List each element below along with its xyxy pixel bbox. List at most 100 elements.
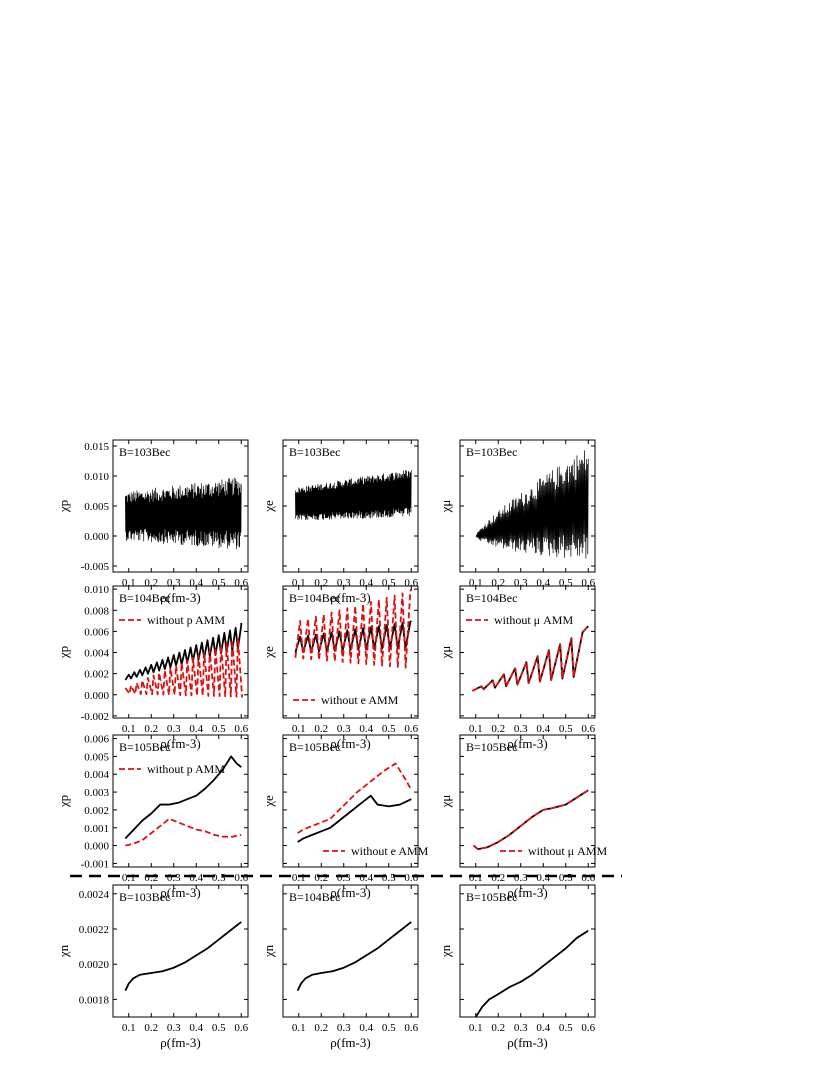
panel-p1: 0.1 0.2 0.3 0.4 0.5 0.6-0.0050.0000.0050.0100… [56,439,249,605]
x-tick-label: 0.6 [404,723,418,735]
x-tick-label: 0.1 [292,872,306,884]
y-tick-label: 0.003 [84,787,109,799]
x-tick-label: 0.2 [144,1022,158,1034]
panel-label: B=104Bec [466,591,517,605]
x-tick-label: 0.2 [314,723,328,735]
y-tick-label: 0.004 [84,648,109,660]
plot-frame [112,585,249,719]
x-tick-label: 0.6 [404,1022,418,1034]
y-axis-label: χn [438,944,453,958]
panel-label: B=103Bec [289,445,340,459]
panel-n1: 0.1 0.2 0.3 0.4 0.5 0.6 0.0018 0.0020 0.0022 0.00… [56,884,249,1050]
x-tick-label: 0.3 [167,1022,181,1034]
plot-frame [459,585,596,719]
y-tick-label: 0.000 [84,690,109,702]
series-m1-0 [475,450,589,559]
series-e2-0 [294,620,412,654]
y-axis-label: χp [56,795,71,808]
y-axis-label: χe [261,500,276,513]
x-tick-label: 0.5 [382,872,396,884]
y-axis-label: χμ [438,646,453,660]
x-tick-label: 0.1 [122,1022,136,1034]
x-tick-label: 0.2 [491,872,505,884]
x-tick-label: 0.2 [491,1022,505,1034]
panel-label: B=104Bec [289,890,340,904]
x-axis-label: ρ(fm-3) [330,590,370,605]
panel-p2: 0.1 0.2 0.3 0.4 0.5 0.6 -0.002 0.000 0.002 0.004 0… [56,584,249,751]
x-tick-label: 0.5 [382,723,396,735]
x-tick-label: 0.1 [122,723,136,735]
x-tick-label: 0.1 [122,872,136,884]
panel-e1: 0.1 0.2 0.3 0.4 0.5 0.6ρ(fm-3)χeB=103Bec [261,439,419,605]
x-tick-label: 0.5 [212,872,226,884]
legend-label: without μ AMM [494,613,573,627]
x-tick-label: 0.1 [469,1022,483,1034]
x-axis-label: ρ(fm-3) [160,1035,200,1050]
x-axis-label: ρ(fm-3) [330,736,370,751]
y-tick-label: 0.004 [84,769,109,781]
panel-label: B=105Bec [466,890,517,904]
plot-frame [112,734,249,868]
series-m2-1 [471,625,589,692]
x-tick-label: 0.5 [382,1022,396,1034]
x-axis-label: ρ(fm-3) [160,736,200,751]
plot-frame [459,884,596,1018]
series-m3-0 [472,789,589,851]
x-tick-label: 0.4 [189,1022,203,1034]
panel-label: B=104Bec [289,591,340,605]
y-tick-label: -0.005 [81,561,110,573]
x-tick-label: 0.3 [514,1022,528,1034]
series-n2-0 [296,921,412,991]
y-tick-label: 0.010 [84,471,109,483]
x-tick-label: 0.6 [234,723,248,735]
x-axis-label: ρ(fm-3) [507,1035,547,1050]
x-tick-label: 0.1 [469,872,483,884]
x-tick-label: 0.6 [581,1022,595,1034]
legend-label: without p AMM [147,762,225,776]
series-p3-1 [125,817,242,847]
panel-label: B=105Bec [466,740,517,754]
y-tick-label: 0.005 [84,501,109,513]
series-e2-1 [294,588,413,669]
y-tick-label: 0.0024 [79,889,110,901]
x-tick-label: 0.4 [536,872,550,884]
series-p3-0 [124,755,242,840]
panel-m3: 0.1 0.2 0.3 0.4 0.5 0.6 ρ(fm-3) χμ B=105Bec witho… [438,734,607,900]
y-axis-label: χp [56,500,71,513]
x-tick-label: 0.5 [559,723,573,735]
series-e3-1 [297,762,413,834]
panel-label: B=105Bec [289,740,340,754]
x-axis-label: ρ(fm-3) [330,1035,370,1050]
x-tick-label: 0.3 [337,872,351,884]
series-e1-0 [295,470,412,521]
panel-n2: 0.1 0.2 0.3 0.4 0.5 0.6 ρ(fm-3) χn B=104Bec [261,884,419,1050]
x-tick-label: 0.3 [514,872,528,884]
x-tick-label: 0.6 [234,872,248,884]
y-tick-label: 0.005 [84,751,109,763]
series-p2-0 [124,622,243,681]
plot-frame [459,734,596,868]
legend-label: without μ AMM [528,844,607,858]
x-tick-label: 0.2 [144,723,158,735]
x-tick-label: 0.3 [514,723,528,735]
y-tick-label: -0.002 [81,711,109,723]
plot-frame [282,585,419,719]
y-axis-label: χp [56,646,71,659]
panel-label: B=103Bec [119,445,170,459]
x-tick-label: 0.4 [359,872,373,884]
x-tick-label: 0.5 [559,872,573,884]
x-axis-label: ρ(fm-3) [507,736,547,751]
panel-p3: 0.1 0.2 0.3 0.4 0.5 0.6 -0.001 0.000 0.001 0.002 0… [56,734,249,900]
panel-label: B=105Bec [119,740,170,754]
x-axis-label: ρ(fm-3) [330,885,370,900]
series-p1-0 [125,477,242,550]
x-tick-label: 0.5 [212,1022,226,1034]
y-tick-label: 0.0022 [79,924,109,936]
y-tick-label: 0.015 [84,441,109,453]
plot-frame [282,884,419,1018]
legend-label: without e AMM [351,844,429,858]
panel-label: B=103Bec [119,890,170,904]
series-n1-0 [124,921,242,991]
x-tick-label: 0.5 [212,723,226,735]
